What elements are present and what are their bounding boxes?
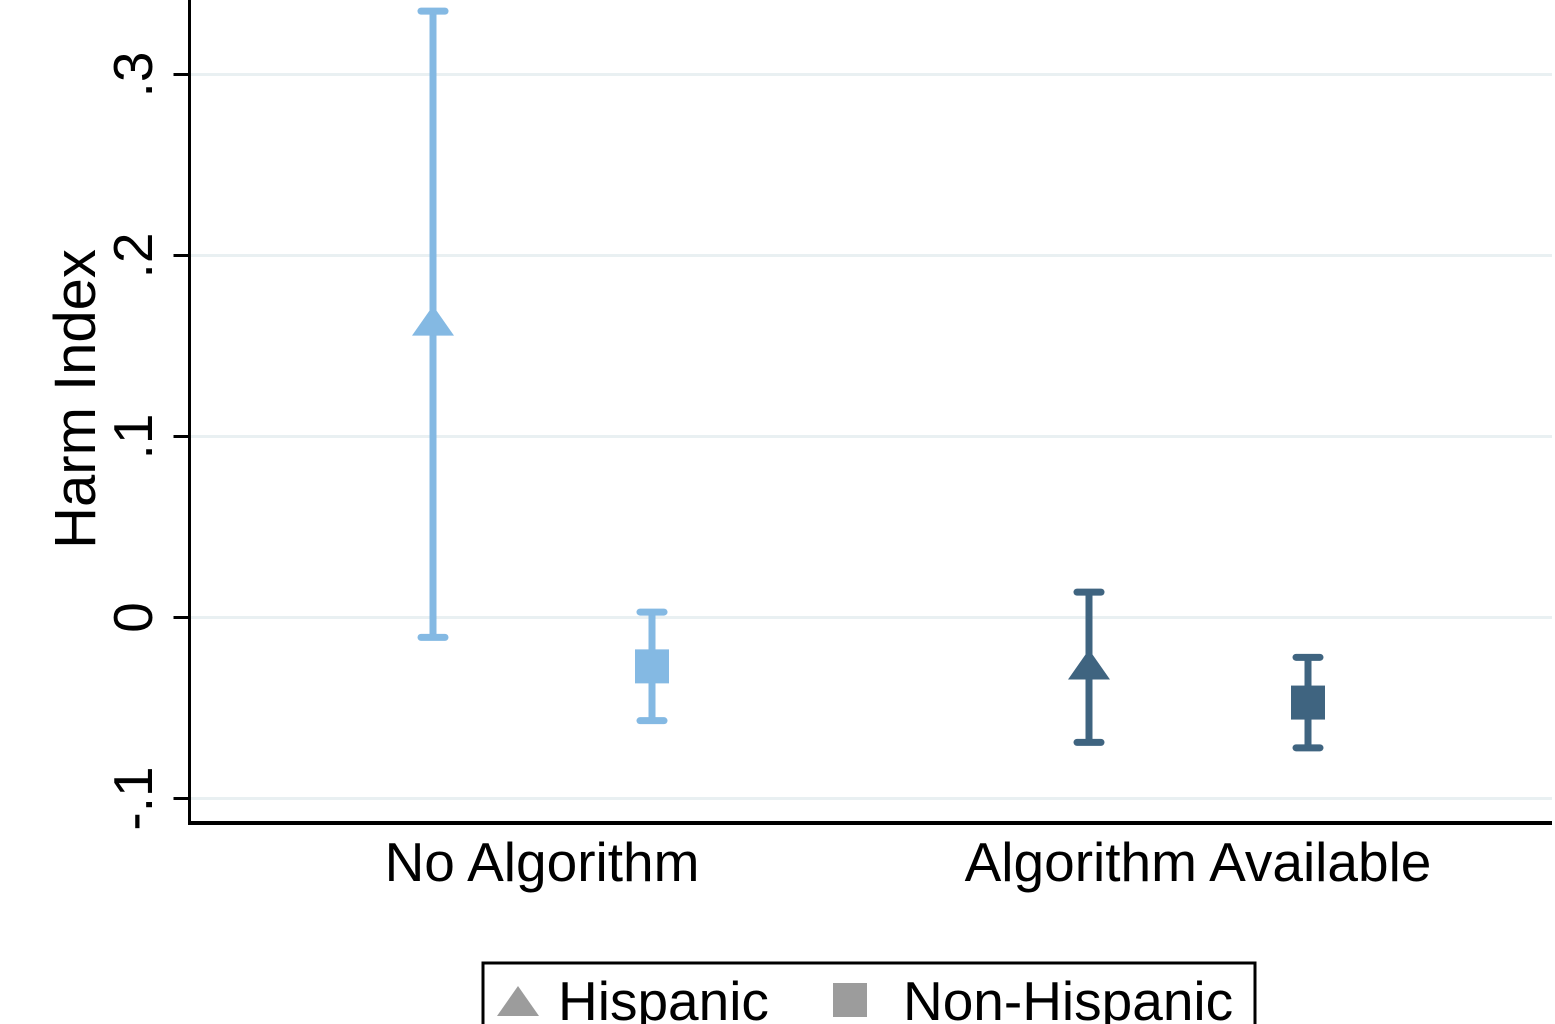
y-tick-label: .1 (102, 414, 164, 460)
legend-triangle-icon (497, 986, 539, 1016)
triangle-marker (412, 305, 454, 336)
point-non-hispanic-algorithm-available (1291, 653, 1325, 752)
point-non-hispanic-no-algorithm (635, 608, 669, 725)
legend-square-icon (833, 983, 867, 1017)
y-axis-title: Harm Index (43, 249, 108, 549)
x-category-label-no-algorithm: No Algorithm (385, 831, 700, 893)
y-tick-label: .3 (102, 52, 164, 98)
legend-label-hispanic: Hispanic (558, 970, 769, 1024)
triangle-marker (1068, 649, 1110, 680)
square-marker (635, 649, 669, 684)
point-hispanic-no-algorithm (412, 7, 454, 641)
y-tick-label: .2 (102, 233, 164, 279)
square-marker (1291, 685, 1325, 720)
legend-box (481, 961, 1257, 1024)
data-layer (412, 7, 1325, 752)
legend: Hispanic Non-Hispanic (481, 961, 1257, 1024)
x-category-label-algorithm-available: Algorithm Available (965, 831, 1432, 893)
y-tick-label: -.1 (102, 766, 164, 830)
legend-label-non-hispanic: Non-Hispanic (903, 970, 1233, 1024)
grid-layer (189, 73, 1552, 800)
axis-layer: .3 .2 .1 0 -.1 (102, 0, 1552, 831)
point-hispanic-algorithm-available (1068, 588, 1110, 746)
y-tick-label: 0 (102, 602, 164, 633)
